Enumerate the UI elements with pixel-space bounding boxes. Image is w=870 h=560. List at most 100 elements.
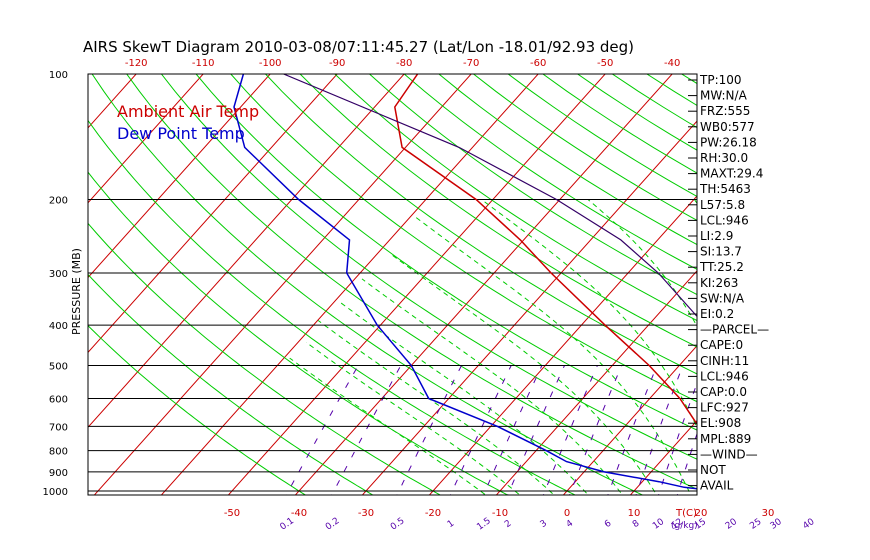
mixing-ratio-tick-label: 3 <box>539 519 549 530</box>
legend-ambient-air-temp: Ambient Air Temp <box>117 102 259 121</box>
moist-adiabat-line <box>481 199 697 429</box>
top-temp-tick-label: -60 <box>530 58 546 69</box>
pressure-tick-label: 600 <box>49 395 68 406</box>
pressure-tick-label: 400 <box>49 321 68 332</box>
mixing-ratio-line <box>331 365 402 495</box>
x-axis-unit-label: T(C) <box>675 508 697 519</box>
mixing-ratio-tick-label: 2 <box>503 519 513 530</box>
mixing-ratio-tick-label: 4 <box>565 518 576 530</box>
legend-dew-point-temp: Dew Point Temp <box>117 124 245 143</box>
mixing-ratio-unit-label: (g/kg) <box>671 521 698 531</box>
bottom-temp-tick-label: 30 <box>762 508 775 519</box>
stability-index-label: CAPE:0 <box>700 338 743 352</box>
stability-index-label: KI:263 <box>700 276 738 290</box>
mixing-ratio-line <box>676 432 697 495</box>
top-temp-tick-label: -90 <box>329 58 345 69</box>
top-temp-tick-label: -50 <box>597 58 613 69</box>
stability-index-label: EI:0.2 <box>700 307 734 321</box>
bottom-temp-tick-label: 10 <box>628 508 641 519</box>
isotherm-line <box>88 74 271 279</box>
stability-index-label: EL:908 <box>700 416 741 430</box>
moist-adiabat-line <box>305 341 521 495</box>
stability-index-label: RH:30.0 <box>700 151 748 165</box>
mixing-ratio-line <box>507 365 565 495</box>
stability-index-label: MPL:889 <box>700 432 751 446</box>
stability-index-label: TP:100 <box>699 73 742 87</box>
dry-adiabat-line <box>126 74 697 490</box>
mixing-ratio-line <box>449 365 512 495</box>
stability-index-label: NOT <box>700 463 726 477</box>
stability-index-label: CINH:11 <box>700 354 749 368</box>
dry-adiabat-line <box>265 74 697 375</box>
dry-adiabat-lines <box>88 74 697 495</box>
stability-index-label: MW:N/A <box>700 89 748 103</box>
dry-adiabat-line <box>369 74 697 296</box>
bottom-temp-tick-label: 0 <box>564 508 570 519</box>
ambient-air-temp-line <box>394 74 697 426</box>
stability-index-label: —PARCEL— <box>700 323 769 337</box>
isotherm-line <box>88 74 204 204</box>
stability-index-label: LI:2.9 <box>700 229 733 243</box>
top-temp-tick-label: -40 <box>664 58 680 69</box>
dry-adiabat-line <box>88 119 577 495</box>
dew-point-temp-line <box>233 74 697 490</box>
mixing-ratio-line <box>658 381 697 495</box>
moist-adiabat-line <box>361 278 624 495</box>
mixing-ratio-line <box>569 365 623 495</box>
dry-adiabat-line <box>230 74 697 403</box>
bottom-temp-tick-label: -10 <box>492 508 508 519</box>
pressure-tick-label: 1000 <box>43 487 68 498</box>
isotherm-line <box>93 74 472 495</box>
isotherm-line <box>227 74 606 495</box>
top-temp-tick-label: -100 <box>259 58 282 69</box>
mixing-ratio-tick-label: 1 <box>446 519 456 530</box>
moist-adiabat-line <box>414 216 692 495</box>
mixing-ratio-line <box>607 365 658 495</box>
top-temp-tick-labels: -120 -110 -100 -90 -80 -70 -60 -50 -40 <box>125 58 681 69</box>
stability-index-label: TT:25.2 <box>699 260 744 274</box>
profile-series <box>233 74 697 490</box>
bottom-temp-tick-label: -20 <box>425 508 441 519</box>
isotherm-line <box>88 74 338 354</box>
mixing-ratio-tick-label: 8 <box>631 518 642 530</box>
dry-adiabat-line <box>161 74 697 460</box>
isotherm-line <box>495 270 697 495</box>
bottom-temp-tick-label: -50 <box>224 508 240 519</box>
isotherm-line <box>294 74 673 495</box>
moist-adiabat-line <box>289 357 487 495</box>
bottom-temp-tick-label: -30 <box>358 508 374 519</box>
stability-index-label: AVAIL <box>700 479 734 493</box>
top-temp-tick-label: -70 <box>463 58 479 69</box>
stability-index-label: SW:N/A <box>700 291 745 305</box>
dry-adiabat-line <box>299 74 697 348</box>
mixing-ratio-lines <box>285 365 697 495</box>
stability-index-label: PW:26.18 <box>700 135 757 149</box>
bottom-temp-tick-labels: -50 -40 -30 -20 -10 0 10 20 30 <box>224 508 775 519</box>
plot-frame <box>87 73 698 496</box>
stability-index-label: WB0:577 <box>700 120 755 134</box>
dry-adiabat-line <box>88 324 307 495</box>
mixing-ratio-line <box>482 365 543 495</box>
parcel-path-line <box>283 74 697 318</box>
pressure-tick-labels: 100 200 300 400 500 600 700 800 900 1000 <box>43 70 68 498</box>
dry-adiabat-line <box>403 74 697 270</box>
stability-index-label: MAXT:29.4 <box>700 167 763 181</box>
stability-index-label: LCL:946 <box>700 213 749 227</box>
mixing-ratio-line <box>542 365 598 495</box>
stability-index-label: L57:5.8 <box>700 198 745 212</box>
mixing-ratio-line <box>635 365 684 495</box>
mixing-ratio-line <box>396 365 462 495</box>
mixing-ratio-line <box>285 365 359 495</box>
stability-index-label: FRZ:555 <box>700 104 750 118</box>
moist-adiabat-line <box>317 320 555 495</box>
dry-adiabat-line <box>334 74 697 322</box>
isobar-lines <box>88 199 697 492</box>
dry-adiabat-line <box>88 222 442 495</box>
pressure-tick-label: 100 <box>49 70 68 81</box>
dry-adiabat-line <box>88 273 374 495</box>
pressure-tick-label: 200 <box>49 196 68 207</box>
bottom-temp-tick-label: 20 <box>695 508 708 519</box>
isotherm-line <box>562 344 697 495</box>
isotherm-line <box>428 195 697 495</box>
